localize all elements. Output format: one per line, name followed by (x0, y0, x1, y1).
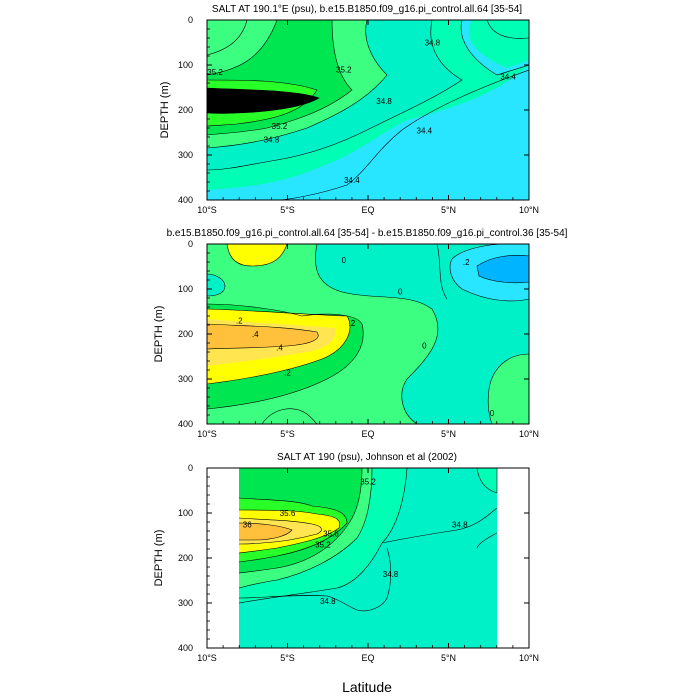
panel2-contour-label: .4 (276, 344, 283, 353)
panel3-xtick-label: EQ (361, 653, 374, 663)
panel2-contour-label: .2 (463, 258, 470, 267)
panel1-contour-label: 34.8 (376, 97, 392, 106)
panel2-contour-label: .4 (252, 330, 259, 339)
panel2-title: b.e15.B1850.f09_g16.pi_control.all.64 [3… (167, 228, 568, 239)
panel1-xtick-label: 10°N (519, 205, 539, 215)
panel2-region-orange (207, 324, 319, 349)
panel2-ytick-label: 300 (178, 374, 193, 384)
x-axis-label: Latitude (342, 679, 392, 695)
panel2-region-yellow-top (227, 244, 287, 266)
panel1-ytick-label: 300 (178, 150, 193, 160)
panel-model-salinity: SALT AT 190.1°E (psu), b.e15.B1850.f09_g… (159, 4, 539, 215)
panel1-ytick-label: 0 (188, 15, 193, 25)
panel3-title: SALT AT 190 (psu), Johnson et al (2002) (277, 452, 457, 463)
panel3-ylabel: DEPTH (m) (153, 530, 165, 587)
panel1-region-aqua-upper (207, 20, 529, 68)
panel1-contour-label: 35.6 (280, 97, 296, 106)
panel3-contour-label: 35.6 (280, 509, 296, 518)
panel2-contour-label: 0 (422, 341, 427, 350)
panel2-xtick-label: 5°N (441, 429, 456, 439)
panel2-ytick-label: 400 (178, 419, 193, 429)
panel1-contour-label: 35.2 (207, 68, 223, 77)
panel3-ytick-label: 100 (178, 508, 193, 518)
panel1-region-green-light-left (207, 20, 247, 55)
panel1-xtick-label: EQ (361, 205, 374, 215)
panel3-contour-label: 35.2 (360, 478, 376, 487)
panel2-contour-label: .2 (284, 368, 291, 377)
panel2-contour-label: 0 (490, 409, 495, 418)
panel1-contour-label: 34.8 (264, 135, 280, 144)
panel1-xtick-label: 5°N (441, 205, 456, 215)
panel1-contour-label: 34.4 (344, 176, 360, 185)
panel1-contour-label: 35.2 (272, 122, 288, 131)
panel2-contour-label: 0 (398, 287, 403, 296)
panel3-ytick-label: 0 (188, 463, 193, 473)
panel2-ylabel: DEPTH (m) (153, 306, 165, 363)
panel2-region-cyan-deep (477, 255, 529, 283)
panel3-contour-label: 35.2 (315, 541, 331, 550)
panel1-xtick-label: 5°S (280, 205, 295, 215)
panel3-xtick-label: 10°S (197, 653, 217, 663)
panel1-contour-label: 34.4 (417, 126, 433, 135)
panel2-contour-label: 0 (342, 256, 347, 265)
panel3-contour-label: 34.8 (320, 597, 336, 606)
panel1-title: SALT AT 190.1°E (psu), b.e15.B1850.f09_g… (212, 4, 522, 15)
panel1-ytick-label: 400 (178, 195, 193, 205)
panel3-ytick-label: 200 (178, 553, 193, 563)
panel3-contour-label: 36 (243, 520, 252, 529)
panel3-ytick-label: 400 (178, 643, 193, 653)
panel3-ytick-label: 300 (178, 598, 193, 608)
panel3-xtick-label: 10°N (519, 653, 539, 663)
panel1-contour-label: 34.4 (500, 72, 516, 81)
panel2-xtick-label: 10°S (197, 429, 217, 439)
panel-observed-salinity: SALT AT 190 (psu), Johnson et al (2002) … (153, 452, 539, 663)
panel2-xtick-label: 5°S (280, 429, 295, 439)
panel3-xtick-label: 5°N (441, 653, 456, 663)
panel2-xtick-label: EQ (361, 429, 374, 439)
panel2-ytick-label: 100 (178, 284, 193, 294)
panel3-contour-label: 35.6 (323, 529, 339, 538)
panel1-plot-area: 35.2 35.2 34.8 34.4 35.6 35.2 34.8 34.8 34.4 34.4 (207, 20, 529, 200)
panel2-plot-area: 0 .2 0 .2 .4 .2 .4 0 .2 0 (207, 244, 529, 424)
panel2-contour-label: .2 (236, 317, 243, 326)
panel3-contour-label: 34.8 (452, 520, 468, 529)
panel-salinity-difference: b.e15.B1850.f09_g16.pi_control.all.64 [3… (153, 228, 568, 439)
panel1-contour-label: 35.2 (336, 66, 352, 75)
panel1-ytick-label: 200 (178, 105, 193, 115)
panel1-ytick-label: 100 (178, 60, 193, 70)
panel2-ytick-label: 0 (188, 239, 193, 249)
panel2-xtick-label: 10°N (519, 429, 539, 439)
panel1-xtick-label: 10°S (197, 205, 217, 215)
panel1-ylabel: DEPTH (m) (159, 82, 171, 139)
panel2-ytick-label: 200 (178, 329, 193, 339)
panel3-contour-label: 34.8 (383, 570, 399, 579)
panel3-plot-area: 35.2 35.6 36 35.6 35.2 34.8 34.8 34.8 (207, 468, 529, 648)
panel3-xtick-label: 5°S (280, 653, 295, 663)
panel1-contour-label: 34.8 (425, 39, 441, 48)
panel2-contour-label: .2 (349, 319, 356, 328)
panel2-region-green-right (488, 354, 529, 424)
